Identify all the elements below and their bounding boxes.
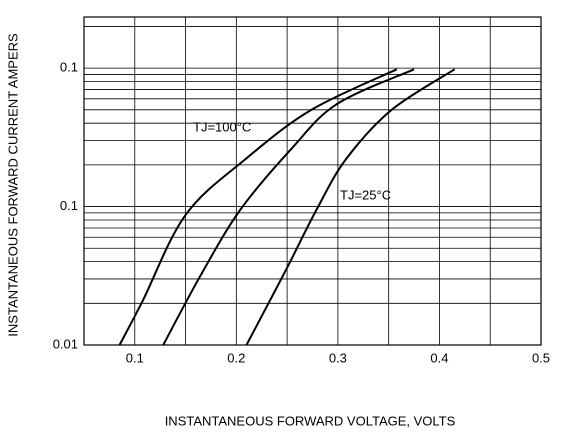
y-tick-label: 0.1 (60, 198, 78, 213)
curve (118, 68, 398, 346)
x-tick-label: 0.3 (329, 350, 347, 365)
x-tick-label: 0.5 (532, 350, 550, 365)
curve (245, 68, 456, 346)
x-axis-label: INSTANTANEOUS FORWARD VOLTAGE, VOLTS (165, 413, 456, 428)
y-axis-label: INSTANTANEOUS FORWARD CURRENT AMPERS (5, 33, 20, 337)
x-tick-label: 0.2 (227, 350, 245, 365)
y-tick-label: 0.1 (60, 60, 78, 75)
annotation: TJ=25°C (340, 187, 391, 202)
curve (162, 68, 415, 346)
y-tick-label: 0.01 (53, 336, 78, 351)
annotation: TJ=100°C (193, 119, 251, 134)
x-tick-label: 0.1 (126, 350, 144, 365)
x-tick-label: 0.4 (430, 350, 448, 365)
plot-frame (83, 16, 542, 346)
